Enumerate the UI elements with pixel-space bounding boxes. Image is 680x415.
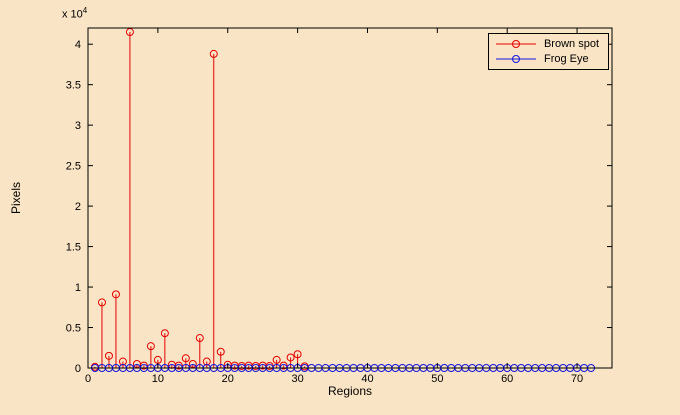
legend-sample-line-icon bbox=[495, 40, 536, 48]
series-brown-spot bbox=[90, 28, 309, 371]
data-point-marker bbox=[139, 361, 148, 370]
y-tick-label: 1.5 bbox=[66, 242, 81, 254]
data-point-marker bbox=[279, 361, 288, 370]
x-axis-label: Regions bbox=[327, 384, 373, 398]
y-tick-label: 0 bbox=[75, 363, 81, 375]
y-tick-label: 1 bbox=[75, 282, 81, 294]
data-point-marker bbox=[97, 298, 106, 307]
y-axis-exponent-power: 4 bbox=[82, 6, 88, 15]
axes-box bbox=[87, 27, 613, 369]
data-point-marker bbox=[286, 353, 295, 362]
data-point-marker bbox=[146, 342, 155, 351]
y-tick-label: 3 bbox=[75, 120, 81, 132]
x-tick-label: 20 bbox=[222, 373, 234, 385]
x-tick-label: 50 bbox=[431, 373, 443, 385]
data-point-marker bbox=[272, 355, 281, 364]
y-tick-label: 3.5 bbox=[66, 80, 81, 92]
y-axis-label: Pixels bbox=[9, 181, 23, 215]
x-tick-label: 40 bbox=[361, 373, 373, 385]
data-point-marker bbox=[188, 359, 197, 368]
y-tick-label: 4 bbox=[75, 39, 81, 51]
x-tick-label: 60 bbox=[501, 373, 513, 385]
data-point-marker bbox=[202, 357, 211, 366]
data-point-marker bbox=[174, 361, 183, 370]
y-tick-label: 0.5 bbox=[66, 323, 81, 335]
data-point-marker bbox=[181, 354, 190, 363]
x-tick-label: 10 bbox=[152, 373, 164, 385]
data-point-marker bbox=[293, 350, 302, 359]
y-tick-label: 2.5 bbox=[66, 161, 81, 173]
data-point-marker bbox=[111, 290, 120, 299]
x-tick-label: 0 bbox=[85, 373, 91, 385]
data-point-marker bbox=[209, 49, 218, 58]
legend-label: Frog Eye bbox=[543, 53, 589, 65]
data-point-marker bbox=[104, 351, 113, 360]
x-tick-label: 70 bbox=[571, 373, 583, 385]
y-axis-exponent-base: x 10 bbox=[62, 8, 83, 21]
legend-label: Brown spot bbox=[543, 38, 599, 50]
legend: Brown spot Frog Eye bbox=[487, 33, 609, 70]
data-point-marker bbox=[160, 329, 169, 338]
data-point-marker bbox=[265, 361, 274, 370]
legend-sample-line-icon bbox=[495, 55, 536, 63]
data-point-marker bbox=[195, 334, 204, 343]
data-point-marker bbox=[118, 357, 127, 366]
data-point-marker bbox=[125, 28, 134, 37]
x-tick-label: 30 bbox=[291, 373, 303, 385]
y-axis-exponent-label: x 104 bbox=[62, 6, 87, 21]
legend-item-brown-spot: Brown spot bbox=[495, 38, 599, 50]
legend-item-frog-eye: Frog Eye bbox=[495, 53, 599, 65]
data-point-marker bbox=[216, 347, 225, 356]
y-tick-label: 2 bbox=[75, 201, 81, 213]
